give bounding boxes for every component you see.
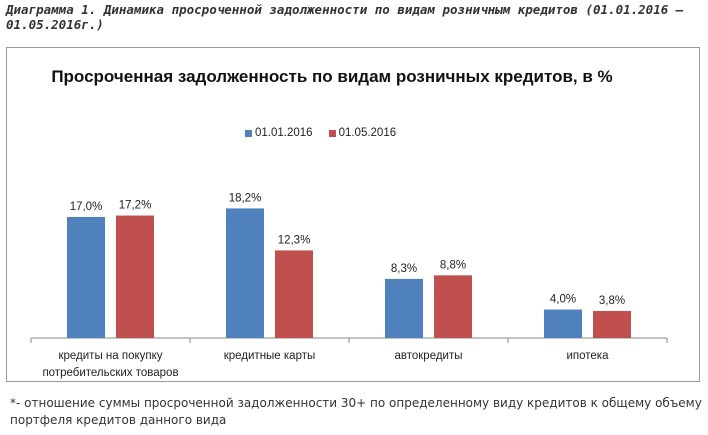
bar-1-4 bbox=[544, 309, 582, 338]
legend-swatch-series-1 bbox=[245, 129, 252, 137]
bar-1-1 bbox=[67, 216, 105, 338]
category-label: автокредиты bbox=[394, 350, 462, 362]
footnote: *- отношение суммы просроченной задолжен… bbox=[10, 396, 702, 427]
legend-label-series-1: 01.01.2016 bbox=[255, 127, 313, 139]
bar-1-3 bbox=[385, 278, 423, 338]
figure-caption: Диаграмма 1. Динамика просроченной задол… bbox=[6, 2, 684, 32]
data-label: 12,3% bbox=[278, 234, 311, 246]
category-label: кредиты на покупку bbox=[58, 350, 162, 362]
bar-chart-plot: 17,0% 17,2% кредиты на покупку потребительс… bbox=[30, 192, 668, 379]
chart-legend: 01.01.2016 01.05.2016 bbox=[245, 127, 396, 139]
legend-item-series-2: 01.05.2016 bbox=[328, 127, 397, 139]
bar-2-1 bbox=[116, 215, 154, 338]
legend-item-series-1: 01.01.2016 bbox=[245, 127, 313, 139]
data-label: 17,2% bbox=[119, 200, 152, 212]
chart-area: Просроченная задолженность по видам розн… bbox=[6, 47, 700, 382]
data-label: 17,0% bbox=[70, 201, 103, 213]
data-label: 3,8% bbox=[599, 295, 625, 307]
bar-2-4 bbox=[593, 310, 631, 338]
legend-swatch-series-2 bbox=[328, 129, 336, 137]
data-label: 8,8% bbox=[440, 259, 466, 271]
chart-title: Просроченная задолженность по видам розн… bbox=[51, 67, 613, 86]
data-label: 18,2% bbox=[229, 192, 262, 204]
category-label: потребительских товаров bbox=[42, 367, 178, 379]
legend-label-series-2: 01.05.2016 bbox=[338, 127, 397, 139]
bar-2-3 bbox=[434, 275, 472, 338]
bar-1-2 bbox=[226, 208, 264, 338]
category-label: кредитные карты bbox=[224, 350, 316, 362]
data-label: 8,3% bbox=[391, 263, 417, 275]
bar-2-2 bbox=[275, 250, 313, 338]
data-label: 4,0% bbox=[550, 294, 576, 306]
category-label: ипотека bbox=[566, 350, 609, 362]
